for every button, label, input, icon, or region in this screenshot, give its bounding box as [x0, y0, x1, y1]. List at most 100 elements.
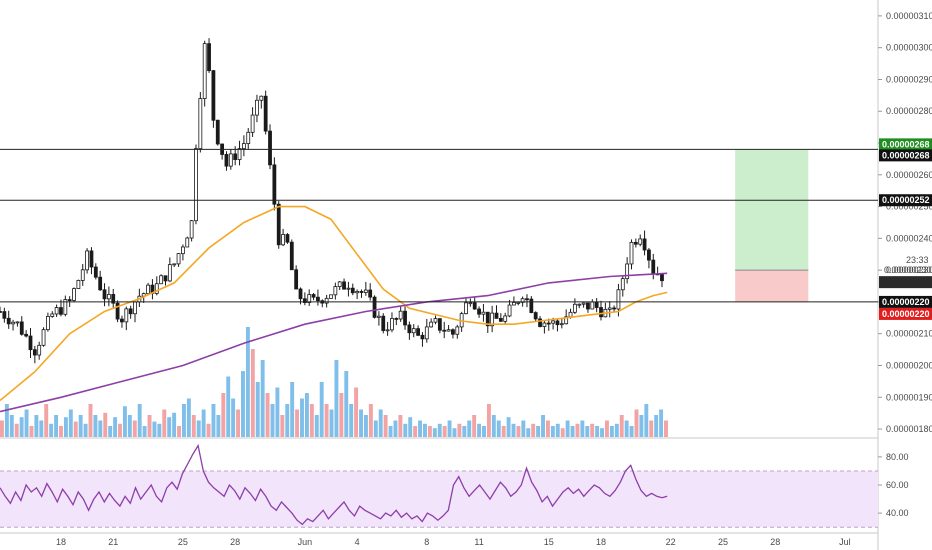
- candle-body: [133, 301, 137, 315]
- candle-body: [59, 307, 63, 315]
- price-tick-label: 0.00000250: [886, 202, 932, 212]
- candle-body: [172, 263, 177, 266]
- volume-bar: [49, 423, 54, 437]
- volume-bar: [290, 382, 295, 437]
- candle-body: [385, 329, 390, 332]
- volume-bar: [285, 404, 290, 437]
- candle-body: [568, 311, 573, 318]
- candle-body: [346, 287, 351, 290]
- volume-bar: [98, 420, 103, 437]
- volume-bar: [344, 371, 349, 437]
- candle-body: [442, 329, 447, 332]
- volume-bar: [19, 417, 24, 437]
- volume-bar: [0, 420, 4, 437]
- volume-bar: [570, 426, 575, 437]
- time-tick-label: 11: [474, 537, 483, 547]
- price-tag-label: 0.00000220: [882, 309, 930, 319]
- position-target-zone[interactable]: [735, 149, 809, 271]
- rsi-tick-label: 40.00: [886, 508, 909, 518]
- candle-body: [276, 203, 281, 246]
- candle-body: [181, 246, 185, 255]
- candle-body: [224, 154, 229, 167]
- volume-bar: [595, 426, 600, 437]
- volume-bar: [9, 415, 14, 437]
- volume-bar: [654, 415, 659, 437]
- candle-body: [72, 288, 76, 301]
- volume-bar: [447, 420, 452, 437]
- volume-bar: [467, 420, 472, 437]
- candle-body: [616, 289, 621, 310]
- price-tag-bg: [879, 276, 932, 289]
- candle-body: [599, 307, 603, 318]
- candle-body: [80, 269, 85, 281]
- candle-body: [124, 308, 129, 323]
- time-tick-label: 18: [56, 537, 66, 547]
- candle-body: [394, 318, 399, 320]
- volume-bar: [496, 420, 501, 437]
- price-tick-label: 0.00000290: [886, 74, 932, 84]
- volume-bar: [393, 420, 398, 437]
- candle-body: [429, 321, 434, 328]
- candle-body: [559, 323, 564, 326]
- volume-bar: [501, 426, 506, 437]
- candle-body: [363, 289, 368, 293]
- volume-bar: [359, 409, 363, 437]
- candle-body: [455, 326, 460, 335]
- volume-bar: [639, 415, 644, 437]
- candle-body: [11, 321, 15, 325]
- candle-body: [594, 301, 599, 308]
- candle-body: [311, 294, 316, 298]
- candle-body: [272, 164, 277, 205]
- time-tick-label: 15: [544, 537, 554, 547]
- time-tick-label: 25: [718, 537, 728, 547]
- volume-bar: [29, 426, 34, 437]
- volume-bar: [541, 415, 545, 437]
- volume-bar: [93, 415, 98, 437]
- volume-bar: [526, 428, 531, 437]
- volume-bar: [368, 404, 373, 437]
- volume-bar: [634, 409, 639, 437]
- rsi-tick-label: 60.00: [886, 480, 909, 490]
- candle-body: [207, 43, 211, 72]
- candle-body: [316, 296, 320, 302]
- candle-body: [115, 302, 120, 320]
- volume-bar: [398, 415, 403, 437]
- candle-body: [194, 148, 198, 222]
- candle-body: [128, 308, 133, 315]
- volume-bar: [295, 409, 300, 437]
- volume-bar: [255, 382, 260, 437]
- volume-bar: [83, 423, 88, 437]
- position-stop-zone[interactable]: [735, 270, 809, 302]
- volume-bar: [142, 426, 147, 437]
- candle-body: [381, 315, 386, 331]
- volume-bar: [664, 420, 668, 437]
- candle-body: [19, 321, 24, 335]
- candle-body: [494, 312, 499, 319]
- candle-body: [390, 318, 394, 331]
- candle-body: [372, 296, 377, 318]
- volume-bar: [545, 420, 550, 437]
- volume-bar: [250, 349, 255, 437]
- volume-bar: [103, 412, 108, 437]
- rsi-band: [0, 470, 878, 528]
- candle-body: [660, 273, 664, 282]
- volume-bar: [403, 423, 408, 437]
- volume-bar: [329, 409, 334, 437]
- volume-bar: [275, 387, 280, 437]
- volume-bar: [452, 428, 457, 437]
- candle-body: [281, 234, 285, 246]
- candle-body: [163, 275, 168, 282]
- price-tick-label: 0.00000190: [886, 392, 932, 402]
- volume-bar: [177, 426, 181, 437]
- candle-body: [525, 298, 529, 301]
- volume-bar: [241, 371, 245, 437]
- candle-body: [612, 307, 616, 310]
- volume-bar: [565, 420, 570, 437]
- candle-body: [15, 321, 20, 324]
- volume-bar: [34, 415, 39, 437]
- volume-bar: [68, 409, 73, 437]
- price-tick-label: 0.00000210: [886, 329, 932, 339]
- price-tick-label: 0.00000310: [886, 11, 932, 21]
